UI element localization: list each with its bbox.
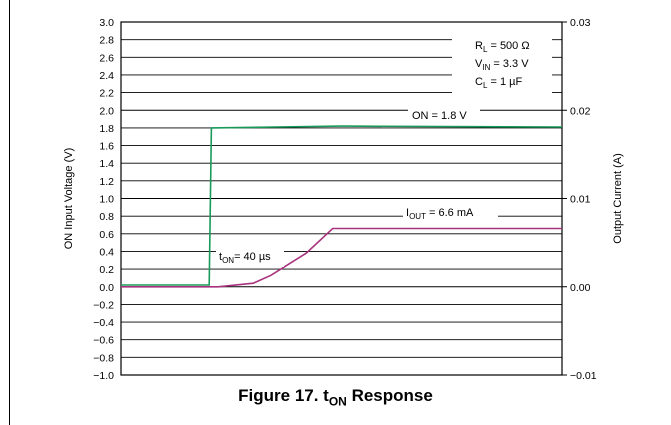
annotations: RL = 500 Ω VIN = 3.3 V CL = 1 µF ON = 1.… (216, 32, 552, 267)
annotation-cl: CL = 1 µF (475, 76, 522, 90)
chart: 3.0 2.8 2.6 2.4 2.2 2.0 1.8 1.6 1.4 1.2 1.0 0.8 0.6 0… (63, 17, 624, 380)
y-tick-label: 0.4 (99, 246, 114, 258)
series-line-1 (121, 125, 563, 286)
y-tick-label: −0.8 (93, 352, 114, 364)
annotation-iout: IOUT = 6.6 mA (406, 207, 474, 221)
y-tick-label: 2.2 (99, 88, 114, 100)
y-tick-label: 0.2 (99, 264, 114, 276)
annotation-rl: RL = 500 Ω (475, 40, 530, 54)
y-tick-label: 0.6 (99, 229, 114, 241)
y-tick-label: −0.6 (93, 335, 114, 347)
y-tick-label: 2.6 (99, 52, 114, 64)
conditions-box (452, 32, 552, 94)
y-tick-label: 2.8 (99, 35, 114, 47)
y-tick-label: 1.4 (99, 158, 114, 170)
y-tick-label: 0.8 (99, 211, 114, 223)
left-y-tick-labels: 3.0 2.8 2.6 2.4 2.2 2.0 1.8 1.6 1.4 1.2 1.0 0.8 0.6 0… (93, 17, 114, 380)
y2-tick-label: 0.03 (570, 17, 591, 29)
series-line-2 (121, 227, 562, 288)
y-tick-label: 2.0 (99, 105, 114, 117)
y2-tick-label: 0.00 (570, 282, 591, 294)
right-y-tick-labels: 0.03 0.02 0.01 0.00 −0.01 (562, 17, 597, 380)
y-tick-label: 1.8 (99, 123, 114, 135)
y-tick-label: 0.0 (99, 282, 114, 294)
iout-label-box (403, 204, 498, 221)
ton-label-box (216, 249, 284, 267)
y-tick-label: −0.4 (93, 317, 114, 329)
y-tick-label: −1.0 (93, 370, 114, 380)
y2-tick-label: 0.02 (570, 105, 591, 117)
series-group (121, 125, 563, 288)
y-tick-label: 1.0 (99, 194, 114, 206)
figure-caption: Figure 17. tON Response (238, 386, 433, 409)
y2-tick-label: −0.01 (570, 370, 597, 380)
annotation-ton: tON= 40 µs (219, 251, 271, 265)
y-tick-label: 1.2 (99, 176, 114, 188)
page-frame-line (9, 0, 10, 425)
y-tick-label: 3.0 (99, 17, 114, 29)
y-tick-label: 1.6 (99, 141, 114, 153)
annotation-vin: VIN = 3.3 V (475, 58, 529, 72)
y2-tick-label: 0.01 (570, 194, 591, 206)
y-tick-label: −0.2 (93, 299, 114, 311)
annotation-on: ON = 1.8 V (412, 110, 467, 122)
right-y-axis-label: Output Current (A) (612, 153, 624, 243)
left-y-axis-label: ON Input Voltage (V) (63, 148, 75, 250)
on-label-box (408, 107, 480, 123)
y-tick-label: 2.4 (99, 70, 114, 82)
